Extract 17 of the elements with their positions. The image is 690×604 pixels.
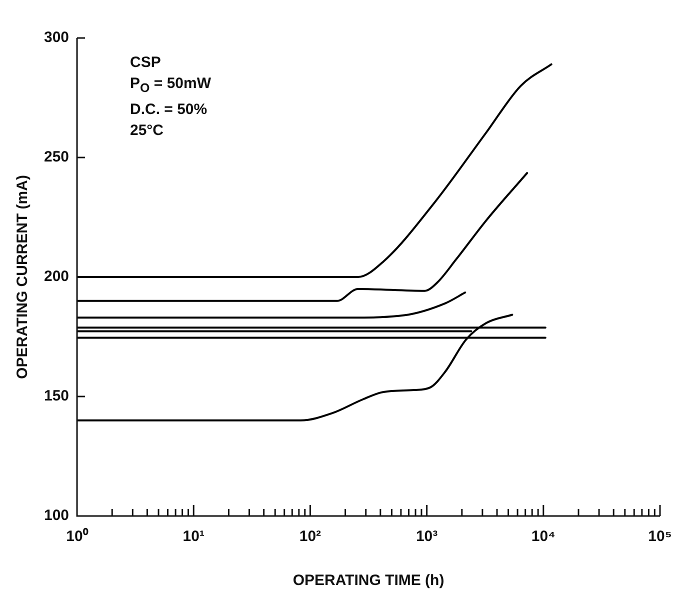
x-tick-label: 10⁰ [66, 527, 89, 546]
y-tick-label: 300 [44, 29, 70, 46]
y-tick-label: 150 [44, 388, 70, 405]
y-tick-label: 250 [44, 148, 70, 166]
annotation: P$_{O}$ = 50mW [130, 74, 212, 97]
y-axis-title: OPERATING CURRENT (mA) [14, 175, 32, 379]
x-tick-label: 10⁵ [648, 528, 672, 546]
annotation: CSP [130, 53, 162, 73]
annotation: D.C. = 50% [130, 100, 208, 120]
x-tick-label: 10¹ [182, 528, 204, 546]
x-tick-label: 10⁴ [531, 528, 556, 546]
annotation: 25°C [130, 121, 165, 141]
x-tick-label: 10² [299, 528, 322, 546]
x-axis-title: OPERATING TIME (h) [292, 572, 444, 590]
y-tick-label: 100 [44, 507, 70, 524]
y-tick-label: 200 [44, 268, 70, 286]
x-tick-label: 10³ [416, 528, 438, 546]
